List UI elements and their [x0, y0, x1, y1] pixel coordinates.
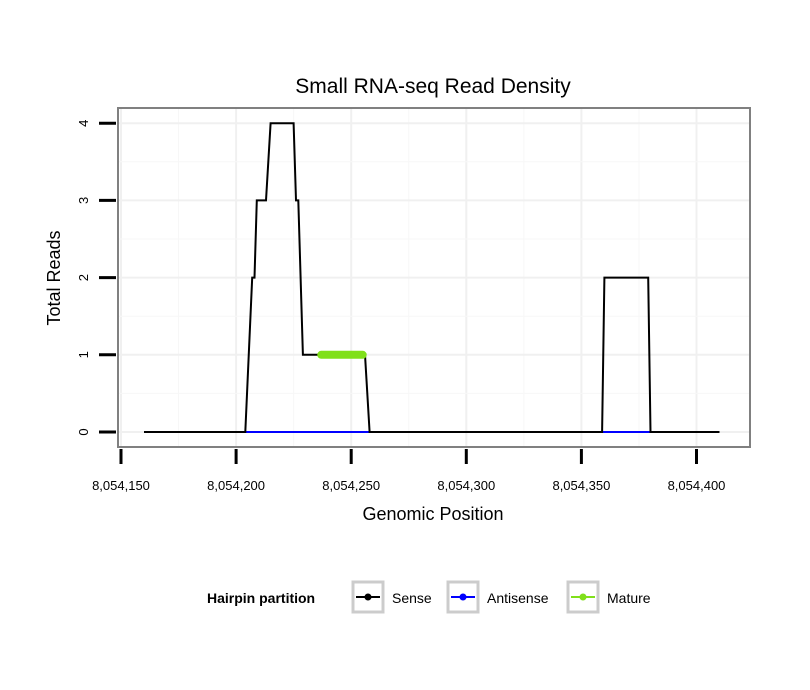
plot-panel-border	[117, 107, 751, 448]
x-axis-label: Genomic Position	[362, 504, 503, 524]
x-tick-label: 8,054,250	[322, 478, 380, 493]
legend-label-sense: Sense	[392, 590, 432, 606]
legend-title: Hairpin partition	[207, 590, 315, 606]
y-axis-label: Total Reads	[44, 230, 64, 325]
legend-key-antisense-point	[459, 593, 467, 601]
legend: Hairpin partition Sense Antisense Mature	[207, 580, 651, 614]
x-tick-label: 8,054,300	[437, 478, 495, 493]
chart-title: Small RNA-seq Read Density	[295, 75, 571, 98]
y-tick-label: 2	[76, 274, 91, 281]
grid-lines	[118, 108, 750, 447]
legend-key-mature-point	[579, 593, 587, 601]
y-axis: 0 1 2 3 4	[76, 120, 116, 436]
legend-label-mature: Mature	[607, 590, 651, 606]
y-tick-label: 1	[76, 351, 91, 358]
x-tick-label: 8,054,150	[92, 478, 150, 493]
y-tick-label: 3	[76, 197, 91, 204]
x-tick-label: 8,054,400	[668, 478, 726, 493]
x-axis: 8,054,150 8,054,200 8,054,250 8,054,300 8,05…	[92, 449, 725, 493]
sense-line	[144, 122, 720, 433]
y-tick-label: 0	[76, 428, 91, 435]
x-tick-label: 8,054,350	[552, 478, 610, 493]
legend-label-antisense: Antisense	[487, 590, 549, 606]
y-tick-label: 4	[76, 120, 91, 127]
x-tick-label: 8,054,200	[207, 478, 265, 493]
series-layer	[144, 122, 720, 433]
legend-key-sense-point	[364, 593, 372, 601]
